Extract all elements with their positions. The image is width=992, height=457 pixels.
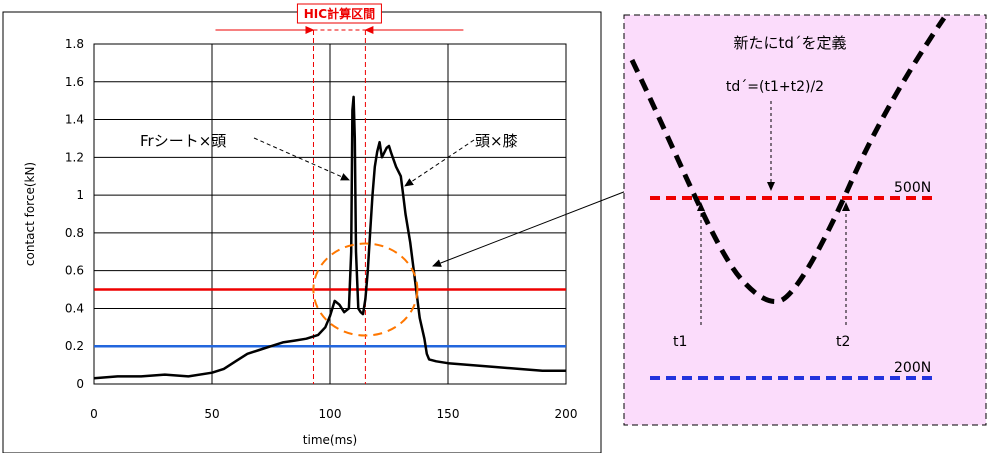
x-tick-label: 0 xyxy=(90,407,98,421)
x-tick-label: 100 xyxy=(319,407,342,421)
annotation-arrow-left xyxy=(253,137,350,181)
x-tick-label: 200 xyxy=(555,407,578,421)
annotation-fr-seat-head: Frシート×頭 xyxy=(140,132,226,150)
y-tick-label: 0.4 xyxy=(65,301,84,315)
inset-curve xyxy=(629,16,947,305)
y-tick-label: 0.8 xyxy=(65,226,84,240)
hic-label: HIC計算区間 xyxy=(304,6,375,21)
inset-formula: td´=(t1+t2)/2 xyxy=(726,79,824,95)
t2-label: t2 xyxy=(836,334,850,350)
hic-label-box xyxy=(296,3,382,24)
hic-interval: HIC計算区間 xyxy=(215,3,464,384)
highlight-circle xyxy=(312,242,419,337)
y-tick-label: 1.2 xyxy=(65,150,84,164)
y-tick-label: 0.2 xyxy=(65,339,84,353)
inset-title: 新たにtd´を定義 xyxy=(734,34,847,52)
x-tick-label: 50 xyxy=(204,407,219,421)
y-tick-label: 0 xyxy=(76,377,84,391)
y-tick-label: 1.8 xyxy=(65,37,84,51)
y-tick-label: 1.4 xyxy=(65,113,84,127)
t1-label: t1 xyxy=(673,334,687,350)
y-axis-label: contact force(kN) xyxy=(23,162,37,266)
inset-200n-label: 200N xyxy=(894,360,931,376)
inset-500n-label: 500N xyxy=(894,180,931,196)
tick-labels: 0 0.2 0.4 0.6 0.8 1 1.2 1.4 1.6 1.8 0 50 100 150 200 xyxy=(65,37,578,421)
y-tick-label: 1.6 xyxy=(65,75,84,89)
x-axis-label: time(ms) xyxy=(303,433,357,447)
y-tick-label: 1 xyxy=(76,188,84,202)
series-line xyxy=(93,95,566,380)
connector-arrow xyxy=(432,187,635,267)
threshold-lines xyxy=(94,288,566,348)
x-tick-label: 150 xyxy=(437,407,460,421)
annotation-head-knee: 頭×膝 xyxy=(475,132,518,150)
inset-panel: 新たにtd´を定義 td´=(t1+t2)/2 500N 200N t1 t2 xyxy=(623,14,987,426)
y-tick-label: 0.6 xyxy=(65,264,84,278)
grid-lines xyxy=(94,44,566,384)
